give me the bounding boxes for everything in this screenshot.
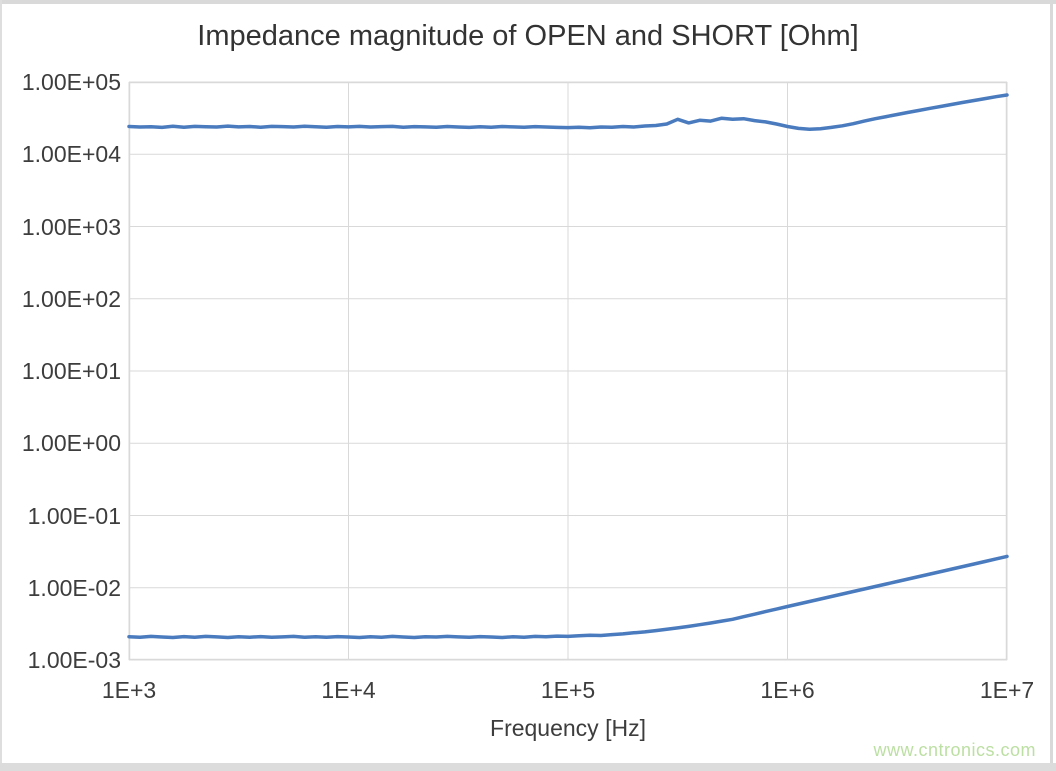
chart-frame-right-border (1050, 4, 1053, 763)
y-tick-label: 1.00E+05 (21, 69, 121, 95)
y-tick-label: 1.00E+03 (21, 213, 121, 240)
y-tick-label: 1.00E+02 (21, 285, 121, 312)
chart-frame-top-border (0, 0, 1056, 4)
y-tick-label: 1.00E-01 (27, 502, 121, 529)
chart-frame-left-border (0, 0, 2, 763)
plot-area (127, 81, 1009, 661)
x-tick-label: 1E+3 (101, 677, 157, 703)
watermark-link[interactable]: www.cntronics.com (873, 740, 1036, 760)
chart-title: Impedance magnitude of OPEN and SHORT [O… (197, 20, 859, 52)
y-tick-label: 1.00E+01 (21, 358, 121, 384)
y-tick-label: 1.00E+04 (21, 141, 121, 168)
plot-border (128, 81, 1008, 661)
y-tick-label: 1.00E-03 (27, 647, 121, 673)
x-tick-label: 1E+5 (540, 677, 596, 703)
x-tick-label: 1E+7 (979, 677, 1035, 703)
x-axis-title: Frequency [Hz] (490, 715, 646, 741)
series-line-open (127, 93, 1009, 131)
y-tick-label: 1.00E+00 (21, 430, 121, 457)
y-tick-label: 1.00E-02 (27, 574, 121, 601)
x-tick-label: 1E+4 (321, 677, 376, 703)
series-line-short (127, 554, 1009, 640)
chart-frame-bottom-border (0, 763, 1056, 771)
x-tick-label: 1E+6 (760, 677, 815, 703)
